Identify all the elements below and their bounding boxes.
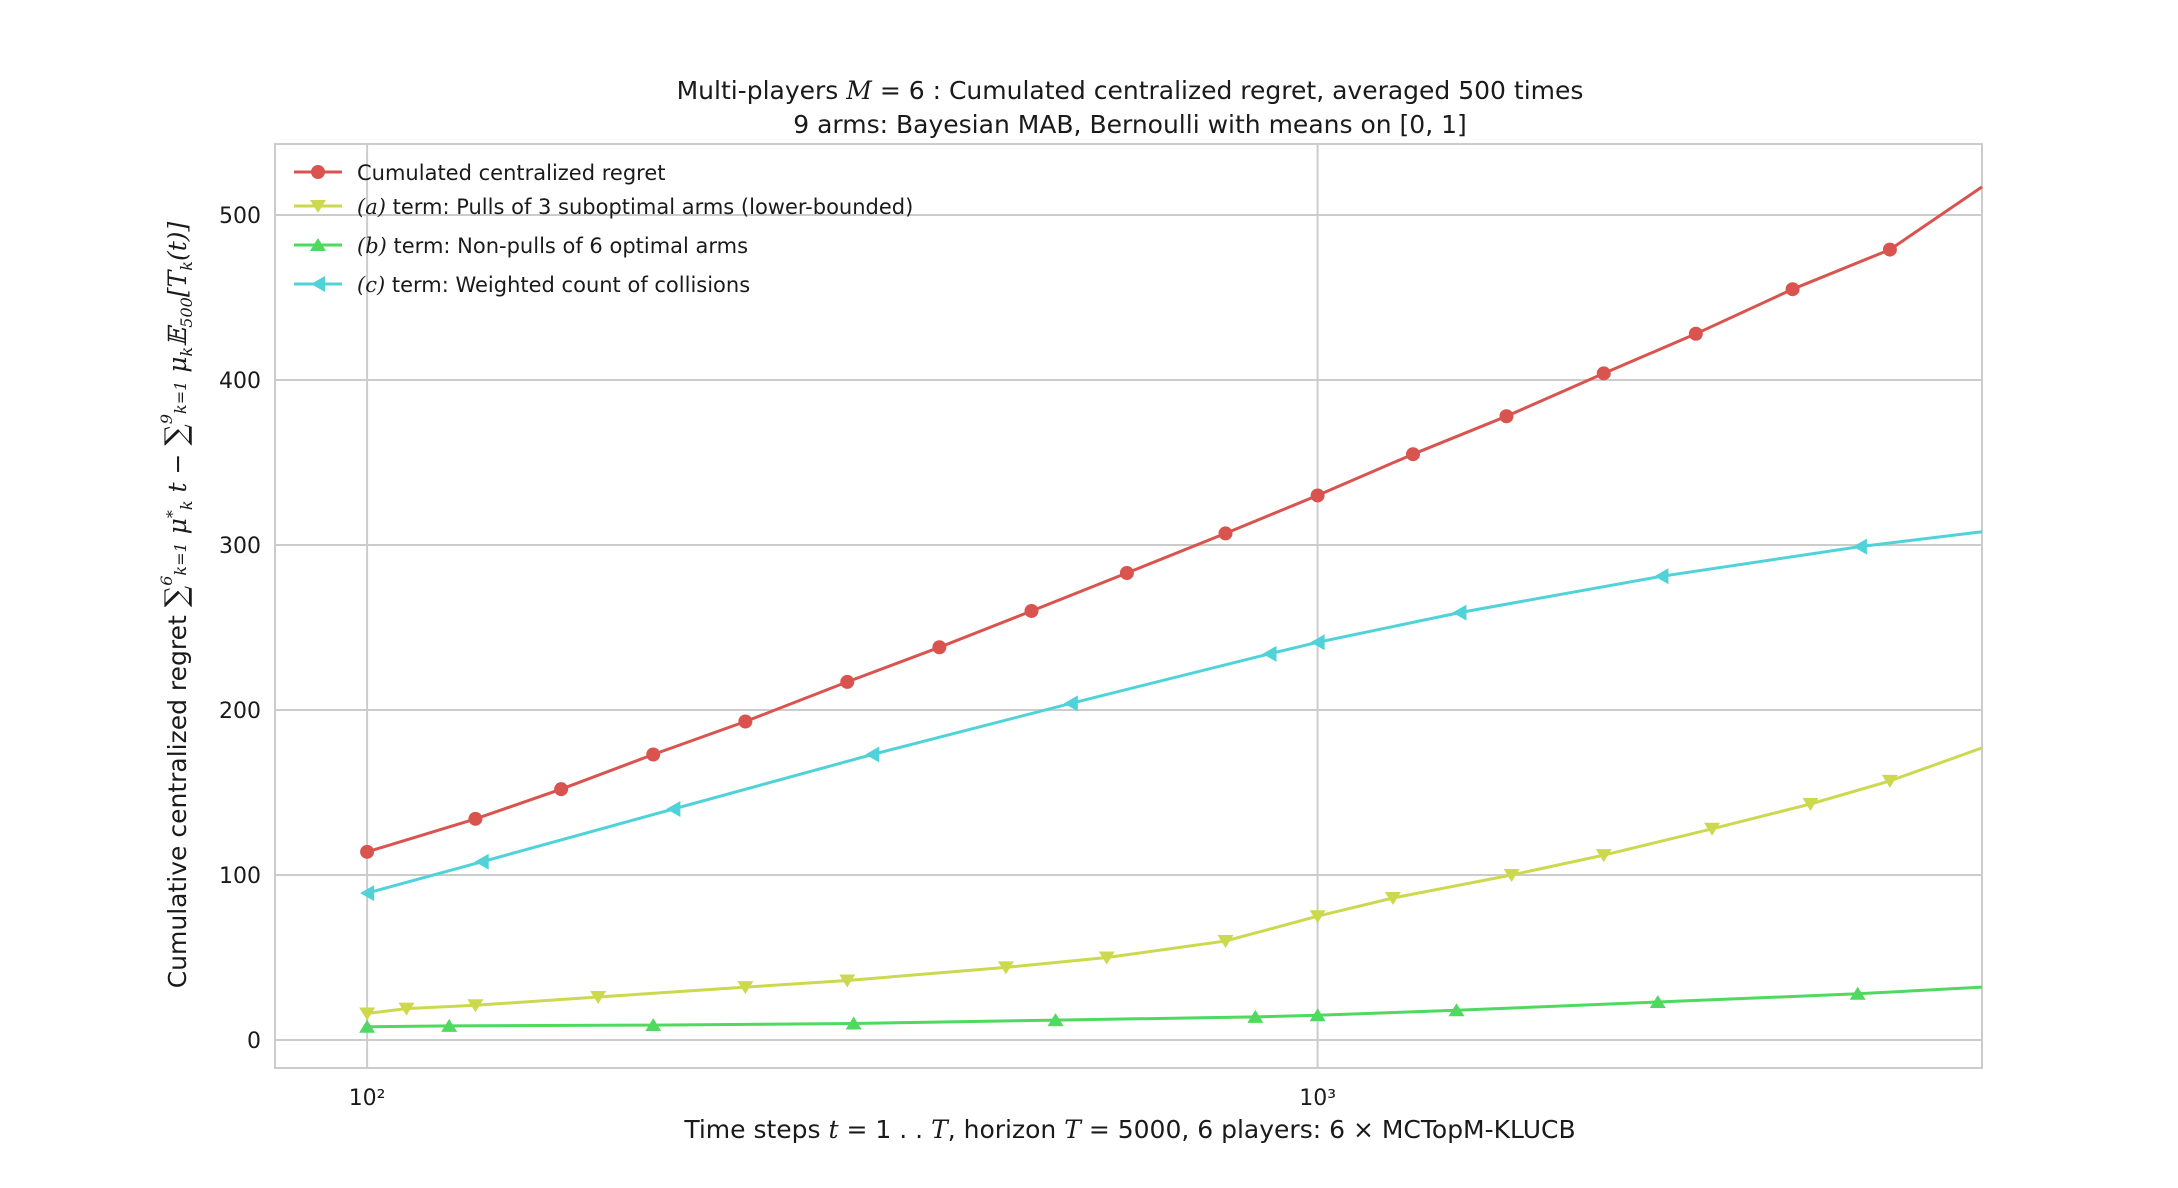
data-point-term-c (1063, 695, 1078, 712)
data-point-term-a (1595, 849, 1612, 863)
data-point-term-b (845, 1016, 862, 1030)
x-tick-label: 10³ (1299, 1086, 1336, 1111)
data-point-regret (1596, 366, 1611, 381)
plot-area (274, 143, 1983, 1069)
data-point-term-a (1098, 951, 1115, 965)
series-group (359, 185, 1983, 1033)
series-line-regret (366, 185, 1983, 854)
data-point-term-b (1849, 986, 1866, 1000)
data-point-regret (1688, 326, 1703, 341)
x-axis-ticks: 10² 10³ (349, 1086, 1336, 1111)
data-point-regret (738, 714, 753, 729)
y-axis-label: Cumulative centralized regret ∑6k=1 μ*k … (157, 221, 196, 988)
legend-marker-c (311, 276, 325, 292)
y-axis-ticks: 0 100 200 300 400 500 (219, 204, 261, 1054)
data-point-term-c (865, 746, 880, 763)
y-tick-label: 100 (219, 864, 261, 889)
data-point-term-b (359, 1019, 376, 1033)
legend-marker-regret (311, 165, 325, 179)
data-point-term-c (474, 853, 489, 870)
legend-label-c: (c) term: Weighted count of collisions (357, 273, 750, 297)
data-point-term-c (1310, 634, 1325, 651)
data-point-term-b (441, 1018, 458, 1032)
data-point-term-b (645, 1018, 662, 1032)
x-axis-label: Time steps t = 1 . . T, horizon T = 5000… (683, 1115, 1575, 1144)
data-point-term-b (1649, 995, 1666, 1008)
data-point-regret (1406, 447, 1421, 462)
data-point-term-a (1217, 934, 1234, 948)
chart-subtitle: 9 arms: Bayesian MAB, Bernoulli with mea… (793, 110, 1467, 139)
data-point-term-a (1503, 868, 1520, 882)
chart-title: Multi-players M = 6 : Cumulated centrali… (677, 76, 1584, 105)
data-point-term-a (1309, 910, 1326, 924)
grid-lines (275, 144, 1982, 1068)
data-point-term-a (997, 961, 1014, 975)
data-point-term-b (1448, 1003, 1465, 1017)
data-point-regret (554, 782, 569, 797)
y-tick-label: 500 (219, 204, 261, 229)
data-point-regret (932, 640, 947, 655)
data-point-term-a (398, 1002, 415, 1016)
y-tick-label: 200 (219, 699, 261, 724)
data-point-term-c (1452, 604, 1467, 621)
data-point-regret (646, 747, 661, 762)
data-point-term-a (1384, 892, 1401, 906)
data-point-term-a (590, 991, 607, 1005)
data-point-regret (1024, 603, 1039, 618)
data-point-regret (360, 844, 375, 859)
legend-label-a: (a) term: Pulls of 3 suboptimal arms (lo… (357, 195, 913, 219)
y-tick-label: 0 (247, 1029, 261, 1054)
legend-marker-b (310, 238, 326, 251)
data-point-term-c (1654, 568, 1669, 585)
data-point-regret (1785, 282, 1800, 297)
data-point-term-b (1247, 1009, 1264, 1023)
data-point-term-c (1262, 645, 1277, 662)
data-point-regret (468, 811, 483, 826)
data-point-regret (1310, 488, 1325, 503)
legend-marker-a (310, 200, 326, 213)
data-point-term-a (1704, 822, 1721, 836)
data-point-regret (1119, 566, 1134, 580)
y-tick-label: 400 (219, 369, 261, 394)
data-point-term-a (737, 981, 754, 995)
data-point-term-a (1802, 798, 1819, 811)
data-point-regret (840, 674, 855, 689)
data-point-term-c (666, 800, 681, 817)
data-point-regret (1882, 242, 1897, 257)
data-point-regret (1499, 409, 1514, 424)
y-tick-label: 300 (219, 534, 261, 559)
data-point-regret (1218, 526, 1233, 541)
data-point-term-c (1852, 538, 1867, 555)
legend: Cumulated centralized regret (a) term: P… (294, 161, 913, 297)
data-point-term-a (359, 1007, 376, 1021)
data-point-term-b (1047, 1013, 1064, 1027)
data-point-term-a (467, 999, 484, 1013)
legend-label-b: (b) term: Non-pulls of 6 optimal arms (357, 234, 748, 258)
data-point-term-a (1881, 774, 1898, 788)
x-tick-label: 10² (349, 1086, 386, 1111)
data-point-term-b (1309, 1008, 1326, 1022)
legend-label-regret: Cumulated centralized regret (357, 161, 665, 185)
data-point-term-c (360, 885, 375, 902)
data-point-term-a (839, 974, 856, 988)
